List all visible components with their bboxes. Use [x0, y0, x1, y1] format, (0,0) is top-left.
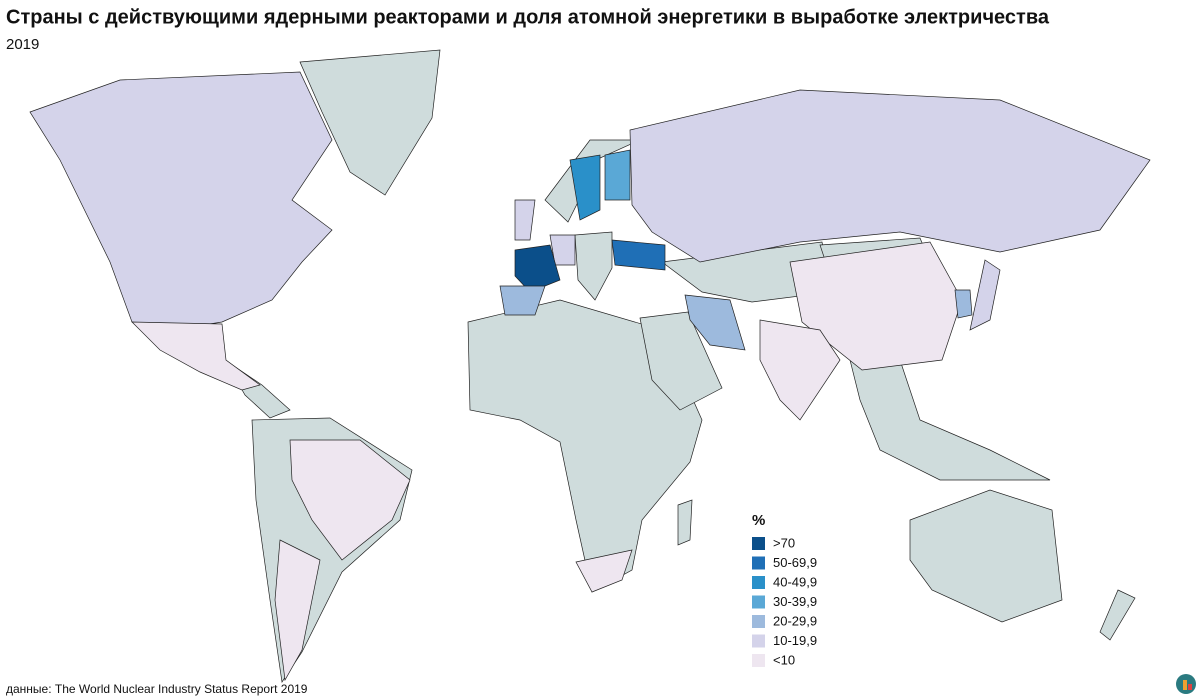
argentina	[274, 539, 321, 682]
greenland	[299, 49, 441, 196]
logo-bar	[1183, 680, 1187, 690]
sweden	[569, 154, 601, 221]
norway	[544, 139, 641, 223]
russia	[629, 89, 1151, 263]
legend-label: 20-29,9	[773, 613, 817, 628]
source: данные: The World Nuclear Industry Statu…	[6, 682, 308, 696]
india	[759, 319, 841, 421]
finland	[604, 149, 631, 201]
legend-swatch	[752, 556, 765, 570]
brazil	[289, 439, 411, 561]
legend-swatch	[752, 654, 765, 667]
logo-bar	[1188, 684, 1192, 690]
legend-label: 30-39,9	[773, 594, 817, 609]
subtitle: 2019	[6, 36, 39, 53]
legend-title: %	[752, 512, 765, 529]
legend-label: 50-69,9	[773, 555, 817, 570]
legend-label: <10	[773, 652, 795, 667]
logo	[1176, 674, 1196, 694]
japan	[969, 259, 1001, 331]
southeast-asia	[849, 359, 1051, 481]
china	[789, 241, 963, 371]
australia	[909, 489, 1063, 623]
madagascar	[677, 499, 693, 546]
middle-east	[639, 311, 723, 411]
legend-swatch	[752, 576, 765, 589]
legend-swatch	[752, 634, 765, 648]
ukraine	[611, 239, 666, 271]
spain	[499, 285, 546, 316]
legend-label: 10-19,9	[773, 633, 817, 648]
title: Страны с действующими ядерными реакторам…	[6, 6, 1050, 28]
world-map	[29, 49, 1151, 683]
iran	[684, 294, 746, 351]
uk	[514, 199, 536, 241]
legend-swatch	[752, 537, 765, 550]
legend-swatch	[752, 595, 765, 609]
legend-label: 40-49,9	[773, 574, 817, 589]
legend-label: >70	[773, 535, 795, 550]
south-africa	[575, 549, 633, 593]
germany	[549, 234, 576, 266]
new-zealand	[1099, 589, 1136, 641]
east-europe	[574, 231, 613, 301]
legend-swatch	[752, 615, 765, 628]
mexico	[131, 321, 261, 391]
legend: >70 50-69,9 40-49,9 30-39,9 20-29,9 10-19,9 <1…	[752, 535, 817, 667]
north-america	[29, 71, 333, 331]
south-korea	[954, 289, 973, 319]
